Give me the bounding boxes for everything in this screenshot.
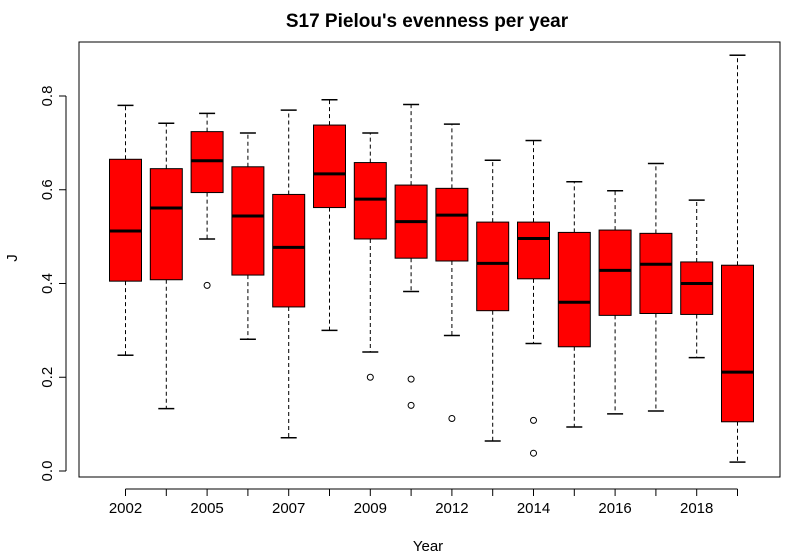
- y-tick-label: 0.8: [39, 86, 56, 107]
- box: [149, 168, 183, 281]
- box: [272, 193, 306, 308]
- x-axis: 2002 2005 2007 2009 2012 2014 2016 2018: [109, 488, 738, 517]
- box: [517, 221, 550, 280]
- x-tick-label: 2018: [680, 500, 713, 517]
- x-tick-label: 2002: [109, 500, 142, 517]
- box-group: [394, 103, 428, 409]
- box: [109, 158, 142, 282]
- chart-title: S17 Pielou's evenness per year: [286, 11, 569, 32]
- outlier-point: [407, 401, 415, 409]
- plot-frame: [78, 41, 781, 478]
- x-tick-label: 2014: [517, 500, 550, 517]
- outlier-point: [530, 449, 537, 457]
- x-tick-label: 2016: [598, 500, 631, 517]
- y-tick-label: 0.2: [39, 367, 56, 388]
- box-group: [721, 54, 754, 463]
- box: [680, 261, 714, 315]
- outlier-point: [448, 415, 456, 422]
- y-tick-label: 0.0: [39, 461, 56, 482]
- box-group: [109, 104, 142, 356]
- outlier-point: [203, 281, 211, 289]
- box-group: [353, 132, 387, 381]
- y-axis: 0.0 0.2 0.4 0.6 0.8: [39, 86, 67, 482]
- x-axis-label: Year: [413, 538, 443, 555]
- box-group: [272, 109, 306, 439]
- box-group: [190, 112, 224, 289]
- box: [598, 229, 632, 316]
- x-tick-label: 2005: [190, 500, 223, 517]
- boxes-layer: [109, 54, 754, 463]
- box-group: [639, 162, 673, 412]
- box: [313, 124, 346, 209]
- box-group: [557, 181, 591, 428]
- outlier-point: [366, 373, 374, 381]
- y-tick-label: 0.4: [39, 273, 56, 294]
- box: [353, 162, 387, 240]
- box: [435, 187, 469, 262]
- outlier-point: [530, 416, 537, 424]
- box: [557, 231, 591, 348]
- box-group: [435, 123, 469, 422]
- x-tick-label: 2012: [435, 500, 468, 517]
- outlier-point: [407, 375, 415, 383]
- box: [721, 264, 754, 423]
- box-group: [598, 189, 632, 415]
- box: [639, 232, 673, 314]
- box-group: [313, 99, 346, 332]
- box-group: [476, 159, 510, 442]
- box-group: [149, 122, 183, 410]
- x-tick-label: 2009: [354, 500, 387, 517]
- box-group: [517, 139, 550, 457]
- y-tick-label: 0.6: [39, 179, 56, 200]
- box: [231, 166, 265, 276]
- box: [476, 221, 510, 312]
- y-axis-label: J: [4, 254, 21, 262]
- x-tick-label: 2007: [272, 500, 305, 517]
- box-group: [680, 199, 714, 359]
- box-group: [231, 132, 265, 341]
